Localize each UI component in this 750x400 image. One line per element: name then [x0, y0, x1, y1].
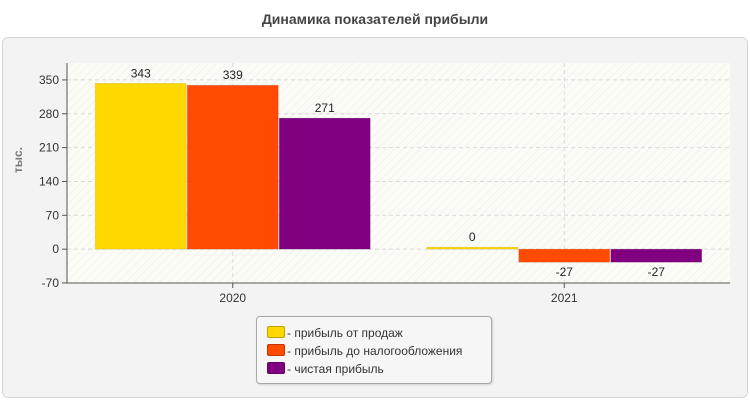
bar	[186, 84, 279, 250]
data-labels: 343 339 271 0 -27 -27	[131, 66, 666, 279]
bar	[278, 117, 371, 250]
legend-swatch-orange	[267, 344, 285, 356]
x-tick-label: 2021	[551, 291, 578, 305]
data-label: 343	[131, 66, 151, 80]
y-tick-label: 280	[39, 107, 59, 121]
axes: -70 0 70 140 210 280 350 2020 2021	[39, 63, 730, 305]
legend-label: прибыль до налогообложения	[294, 344, 463, 358]
y-tick-label: 210	[39, 141, 59, 155]
legend-swatch-yellow	[267, 326, 285, 338]
bar	[610, 248, 703, 263]
y-tick-label: 350	[39, 73, 59, 87]
legend-swatch-purple	[267, 362, 285, 374]
legend-item: - чистая прибыль	[267, 361, 487, 377]
x-tick-label: 2020	[219, 291, 246, 305]
bars-group	[94, 82, 703, 263]
bar	[426, 246, 519, 250]
y-tick-label: 70	[46, 208, 60, 222]
data-label: -27	[648, 265, 666, 279]
data-label: 0	[469, 230, 476, 244]
y-axis-label: тыс.	[11, 147, 25, 173]
data-label: 271	[315, 101, 335, 115]
legend: - прибыль от продаж - прибыль до налогоо…	[256, 316, 492, 384]
legend-item: - прибыль до налогообложения	[267, 343, 487, 359]
legend-label: прибыль от продаж	[294, 326, 403, 340]
data-label: 339	[223, 68, 243, 82]
legend-item: - прибыль от продаж	[267, 325, 487, 341]
bar	[94, 82, 187, 250]
y-tick-label: 140	[39, 174, 59, 188]
bar	[518, 248, 611, 263]
y-tick-label: 0	[52, 242, 59, 256]
chart-title: Динамика показателей прибыли	[261, 11, 489, 27]
y-tick-label: -70	[42, 276, 60, 290]
legend-label: чистая прибыль	[294, 362, 384, 376]
data-label: -27	[556, 265, 574, 279]
